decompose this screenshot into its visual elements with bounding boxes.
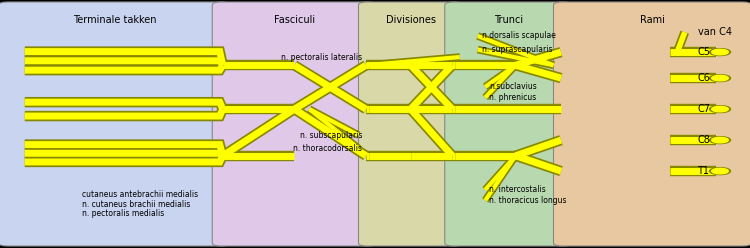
Text: Terminale takken: Terminale takken xyxy=(73,15,156,25)
Text: n.subclavius: n.subclavius xyxy=(489,82,537,91)
Text: n. intercostalis: n. intercostalis xyxy=(489,185,546,194)
Text: C5: C5 xyxy=(698,47,710,57)
FancyBboxPatch shape xyxy=(445,2,572,246)
Text: Trunci: Trunci xyxy=(494,15,523,25)
Text: n.dorsalis scapulae: n.dorsalis scapulae xyxy=(482,31,555,40)
Circle shape xyxy=(712,137,728,143)
Text: n. pectoralis lateralis: n. pectoralis lateralis xyxy=(281,53,362,62)
FancyBboxPatch shape xyxy=(358,2,463,246)
Text: n. pectoralis medialis: n. pectoralis medialis xyxy=(82,209,165,218)
FancyBboxPatch shape xyxy=(554,2,750,246)
FancyBboxPatch shape xyxy=(0,2,230,246)
Text: n. thoracicus longus: n. thoracicus longus xyxy=(489,196,566,205)
Circle shape xyxy=(712,168,728,174)
Text: C7: C7 xyxy=(698,104,710,114)
Text: C6: C6 xyxy=(698,73,710,83)
Text: n. thoracodorsalis: n. thoracodorsalis xyxy=(293,144,362,153)
FancyBboxPatch shape xyxy=(212,2,376,246)
Circle shape xyxy=(710,75,730,82)
Text: C8: C8 xyxy=(698,135,710,145)
Circle shape xyxy=(710,168,730,175)
Text: cutaneus antebrachii medialis: cutaneus antebrachii medialis xyxy=(82,190,199,199)
Text: n. subscapularis: n. subscapularis xyxy=(300,131,362,140)
Text: n. phrenicus: n. phrenicus xyxy=(489,93,536,102)
Text: Fasciculi: Fasciculi xyxy=(274,15,315,25)
Text: van C4: van C4 xyxy=(698,27,731,37)
Circle shape xyxy=(710,49,730,56)
Circle shape xyxy=(712,75,728,81)
Text: T1: T1 xyxy=(698,166,709,176)
Circle shape xyxy=(710,106,730,113)
Text: Divisiones: Divisiones xyxy=(386,15,436,25)
Circle shape xyxy=(710,137,730,144)
Text: n. suprascapularis: n. suprascapularis xyxy=(482,45,552,54)
Text: n. cutaneus brachii medialis: n. cutaneus brachii medialis xyxy=(82,200,190,209)
Circle shape xyxy=(712,106,728,112)
Circle shape xyxy=(712,49,728,55)
Text: Rami: Rami xyxy=(640,15,665,25)
